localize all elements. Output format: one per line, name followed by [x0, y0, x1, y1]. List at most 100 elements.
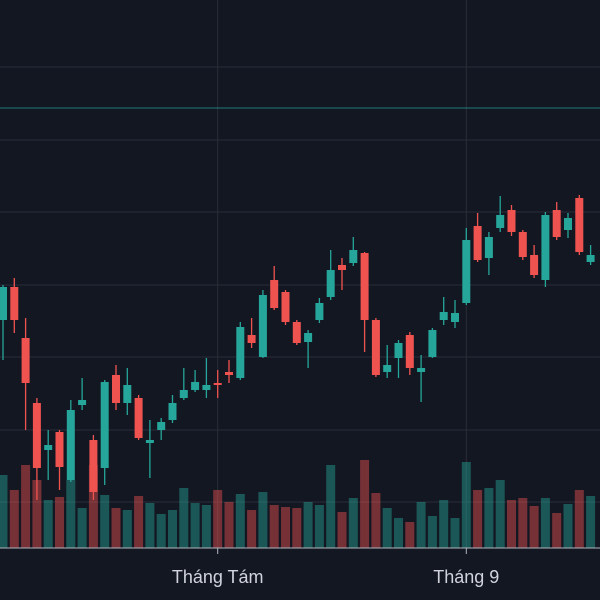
candle-body	[10, 287, 19, 320]
volume-bar	[495, 480, 505, 548]
volume-bar	[100, 495, 110, 548]
candle-body	[428, 330, 437, 357]
volume-bar	[416, 502, 426, 548]
candle-body	[281, 292, 290, 322]
volume-bar	[247, 510, 257, 548]
volume-bar	[134, 496, 144, 548]
volume-bar	[168, 510, 177, 548]
candle-body	[394, 343, 403, 358]
volume-bar	[473, 490, 483, 548]
volume-bar	[540, 498, 550, 548]
volume-bar	[574, 490, 584, 548]
candle-body	[417, 368, 426, 372]
volume-bar	[179, 488, 189, 548]
volume-bar	[281, 507, 290, 548]
candle-body	[405, 335, 414, 368]
candle-body	[451, 313, 459, 322]
volume-bar	[348, 498, 358, 548]
volume-bar	[484, 488, 494, 548]
candle-body	[21, 338, 30, 383]
candle-body	[100, 382, 109, 468]
candle-body	[304, 333, 313, 342]
candle-body	[168, 403, 177, 420]
candle-body	[270, 280, 279, 308]
candle-body	[55, 432, 64, 467]
candle-body	[473, 226, 482, 260]
candle-body	[507, 210, 516, 232]
volume-bar	[156, 514, 166, 548]
volume-bar	[88, 465, 98, 548]
volume-bar	[529, 506, 539, 548]
candle-body	[496, 215, 505, 228]
volume-bar	[77, 508, 87, 548]
volume-bar	[303, 502, 313, 548]
candle-body	[575, 198, 584, 252]
candle-body	[247, 335, 256, 343]
volume-bar	[122, 510, 132, 548]
candle-body	[134, 398, 143, 438]
volume-bar	[43, 500, 53, 548]
candle-body	[338, 265, 346, 270]
candle-body	[292, 322, 301, 343]
volume-bar	[55, 497, 64, 548]
x-tick-label: Tháng 9	[433, 567, 499, 587]
volume-bar	[213, 490, 223, 548]
candle-body	[123, 385, 132, 403]
volume-bar	[190, 503, 200, 548]
candle-body	[541, 215, 550, 280]
volume-bar	[552, 513, 562, 548]
volume-bar	[326, 465, 336, 548]
volume-bar	[405, 522, 415, 548]
volume-bar	[145, 503, 155, 548]
volume-bar	[586, 496, 596, 548]
volume-bar	[394, 518, 403, 548]
candle-body	[157, 422, 166, 430]
candle-body	[66, 410, 75, 480]
volume-bar	[292, 508, 302, 548]
volume-bar	[9, 490, 19, 548]
volume-bar	[371, 493, 381, 548]
candle-body	[89, 440, 98, 492]
volume-bar	[563, 504, 573, 548]
volume-bar	[21, 465, 31, 548]
candle-body	[32, 403, 41, 468]
candle-body	[44, 445, 53, 450]
volume-bar	[360, 460, 370, 548]
candle-body	[462, 240, 471, 303]
candle-body	[552, 210, 561, 237]
candle-body	[349, 250, 358, 263]
volume-bar	[0, 475, 8, 548]
volume-bar	[111, 508, 121, 548]
candle-body	[191, 382, 200, 390]
volume-bar	[32, 480, 42, 548]
candle-body	[112, 375, 120, 403]
volume-bar	[337, 512, 347, 548]
candle-body	[530, 255, 539, 275]
candle-body	[78, 400, 87, 405]
candle-body	[371, 320, 380, 375]
volume-bar	[235, 494, 245, 548]
volume-bar	[461, 462, 471, 548]
volume-bar	[450, 518, 460, 548]
candle-body	[258, 295, 267, 357]
candle-body	[236, 327, 245, 378]
candle-body	[179, 390, 188, 398]
volume-bar	[439, 500, 449, 548]
candle-body	[564, 218, 572, 230]
candle-body	[213, 383, 222, 385]
candle-body	[439, 312, 448, 320]
candle-body	[202, 385, 211, 390]
candle-body	[0, 287, 7, 320]
volume-bar	[507, 500, 516, 548]
x-tick-label: Tháng Tám	[172, 567, 264, 587]
candle-body	[145, 440, 154, 443]
candle-body	[326, 270, 335, 297]
volume-bar	[518, 498, 528, 548]
candle-body	[518, 232, 527, 257]
volume-bar	[382, 508, 392, 548]
candle-body	[360, 253, 369, 320]
volume-bar	[269, 505, 279, 548]
candle-body	[383, 365, 392, 372]
